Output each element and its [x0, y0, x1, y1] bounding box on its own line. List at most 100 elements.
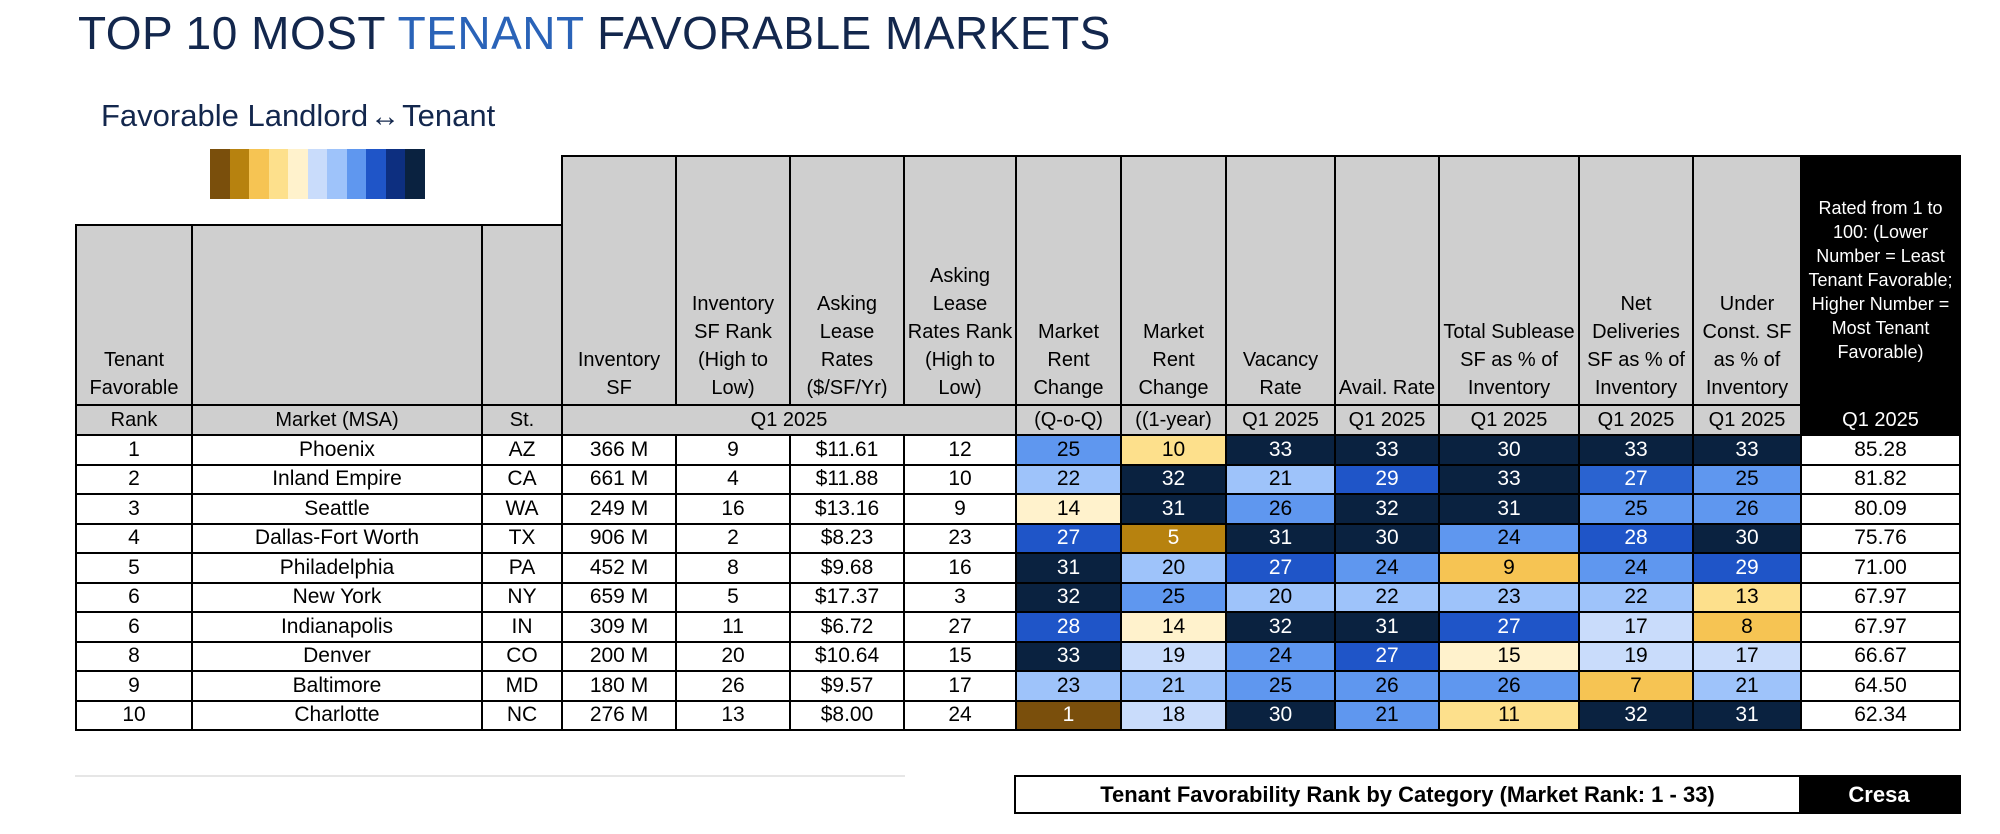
inventory-cell: 249 M	[561, 493, 678, 525]
inventory-cell: 200 M	[561, 640, 678, 672]
construction-cell: 13	[1692, 581, 1803, 613]
market-cell: Seattle	[191, 493, 483, 525]
legend-swatch	[366, 149, 386, 199]
deliveries-cell: 17	[1578, 611, 1695, 643]
construction-cell: 31	[1692, 699, 1803, 731]
construction-cell: 8	[1692, 611, 1803, 643]
header-inventory-rank: Inventory SF Rank (High to Low)	[675, 155, 792, 406]
inventory-rank-cell: 13	[675, 699, 792, 731]
deliveries-cell: 28	[1578, 522, 1695, 554]
vacancy-cell: 25	[1225, 670, 1337, 702]
sublease-cell: 9	[1438, 552, 1581, 584]
inventory-cell: 309 M	[561, 611, 678, 643]
construction-cell: 29	[1692, 552, 1803, 584]
vacancy-cell: 20	[1225, 581, 1337, 613]
market-cell: Indianapolis	[191, 611, 483, 643]
rent-change-yoy-cell: 21	[1120, 670, 1228, 702]
availability-cell: 26	[1334, 670, 1441, 702]
inventory-rank-cell: 8	[675, 552, 792, 584]
market-cell: Inland Empire	[191, 463, 483, 495]
rank-cell: 4	[75, 522, 193, 554]
vacancy-cell: 31	[1225, 522, 1337, 554]
header-period-sublease: Q1 2025	[1438, 404, 1581, 436]
availability-cell: 30	[1334, 522, 1441, 554]
rent-change-yoy-cell: 31	[1120, 493, 1228, 525]
inventory-rank-cell: 26	[675, 670, 792, 702]
double-arrow-icon: ↔	[370, 100, 401, 133]
sublease-cell: 33	[1438, 463, 1581, 495]
inventory-rank-cell: 4	[675, 463, 792, 495]
legend-swatch	[346, 149, 366, 199]
sublease-cell: 11	[1438, 699, 1581, 731]
state-cell: PA	[480, 552, 564, 584]
construction-cell: 21	[1692, 670, 1803, 702]
deliveries-cell: 22	[1578, 581, 1695, 613]
score-cell: 80.09	[1800, 493, 1962, 525]
construction-cell: 26	[1692, 493, 1803, 525]
asking-rate-rank-cell: 23	[903, 522, 1018, 554]
asking-rate-cell: $11.61	[789, 434, 906, 466]
asking-rate-cell: $13.16	[789, 493, 906, 525]
inventory-cell: 659 M	[561, 581, 678, 613]
rent-change-yoy-cell: 25	[1120, 581, 1228, 613]
inventory-cell: 366 M	[561, 434, 678, 466]
rent-change-yoy-cell: 14	[1120, 611, 1228, 643]
table-row: 1 Phoenix AZ 366 M 9 $11.61 12 25 10 33 33 30 33 33 85…	[75, 434, 1962, 466]
header-construction: Under Const. SF as % of Inventory	[1692, 155, 1803, 406]
header-asking-rate-rank: Asking Lease Rates Rank (High to Low)	[903, 155, 1018, 406]
sublease-cell: 15	[1438, 640, 1581, 672]
rank-cell: 10	[75, 699, 193, 731]
header-availability: Avail. Rate	[1334, 155, 1441, 406]
score-cell: 81.82	[1800, 463, 1962, 495]
availability-cell: 24	[1334, 552, 1441, 584]
rank-cell: 6	[75, 611, 193, 643]
asking-rate-rank-cell: 27	[903, 611, 1018, 643]
header-period-group: Q1 2025	[561, 404, 1018, 436]
header-period-construction: Q1 2025	[1692, 404, 1803, 436]
title-part-2: FAVORABLE MARKETS	[583, 7, 1111, 59]
market-cell: Denver	[191, 640, 483, 672]
legend-swatch	[307, 149, 327, 199]
legend-color-scale	[210, 149, 425, 199]
market-cell: Philadelphia	[191, 552, 483, 584]
asking-rate-cell: $10.64	[789, 640, 906, 672]
construction-cell: 30	[1692, 522, 1803, 554]
vacancy-cell: 26	[1225, 493, 1337, 525]
asking-rate-cell: $9.57	[789, 670, 906, 702]
rent-change-qoq-cell: 32	[1015, 581, 1123, 613]
sublease-cell: 31	[1438, 493, 1581, 525]
header-period-vacancy: Q1 2025	[1225, 404, 1337, 436]
header-vacancy: Vacancy Rate	[1225, 155, 1337, 406]
header-market-top	[191, 224, 483, 406]
vacancy-cell: 21	[1225, 463, 1337, 495]
asking-rate-rank-cell: 9	[903, 493, 1018, 525]
rent-change-yoy-cell: 32	[1120, 463, 1228, 495]
score-cell: 67.97	[1800, 611, 1962, 643]
asking-rate-rank-cell: 3	[903, 581, 1018, 613]
header-rank-sub: Rank	[75, 404, 193, 436]
deliveries-cell: 7	[1578, 670, 1695, 702]
market-cell: Dallas-Fort Worth	[191, 522, 483, 554]
rent-change-qoq-cell: 25	[1015, 434, 1123, 466]
inventory-rank-cell: 5	[675, 581, 792, 613]
score-cell: 67.97	[1800, 581, 1962, 613]
inventory-rank-cell: 11	[675, 611, 792, 643]
vacancy-cell: 33	[1225, 434, 1337, 466]
availability-cell: 31	[1334, 611, 1441, 643]
header-qoq: (Q-o-Q)	[1015, 404, 1123, 436]
state-cell: AZ	[480, 434, 564, 466]
rank-cell: 3	[75, 493, 193, 525]
footer-banner: Tenant Favorability Rank by Category (Ma…	[1014, 775, 1961, 814]
rent-change-qoq-cell: 1	[1015, 699, 1123, 731]
inventory-cell: 452 M	[561, 552, 678, 584]
header-state: St.	[480, 404, 564, 436]
header-asking-rate: Asking Lease Rates ($/SF/Yr)	[789, 155, 906, 406]
table-row: 6 New York NY 659 M 5 $17.37 3 32 25 20 22 23 22 13 67…	[75, 581, 1962, 613]
title-part-1: TOP 10 MOST	[78, 7, 398, 59]
rank-cell: 2	[75, 463, 193, 495]
legend-right-label: Tenant	[402, 98, 496, 133]
construction-cell: 17	[1692, 640, 1803, 672]
page-title: TOP 10 MOST TENANT FAVORABLE MARKETS	[78, 6, 1111, 60]
score-cell: 75.76	[1800, 522, 1962, 554]
header-state-top	[480, 224, 564, 406]
